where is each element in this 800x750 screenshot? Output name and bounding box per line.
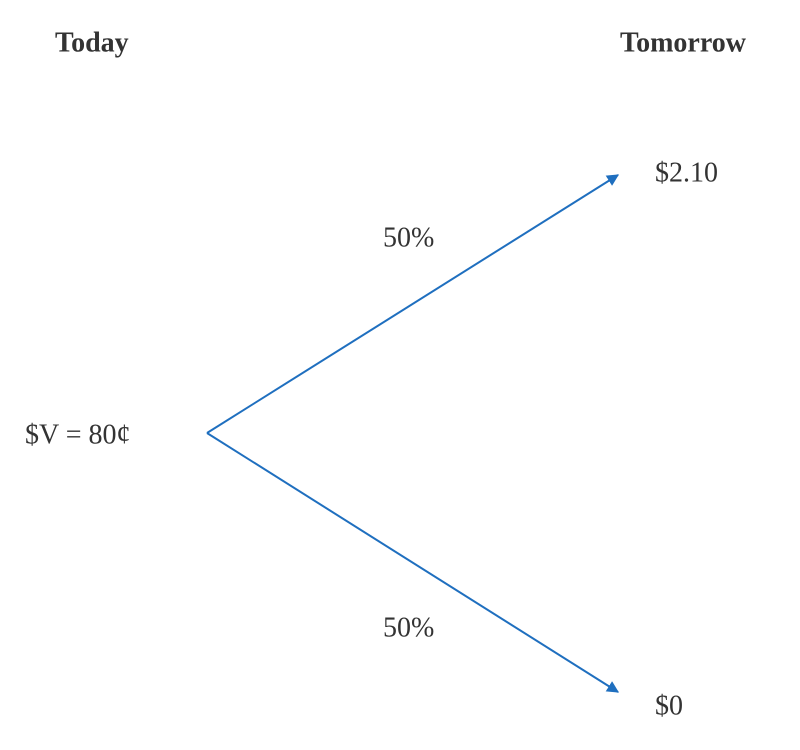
node-today: $V = 80¢ xyxy=(25,419,131,450)
header-today: Today xyxy=(55,27,129,58)
edge-label-up: 50% xyxy=(383,222,434,253)
arrow-down xyxy=(206,432,620,693)
node-down: $0 xyxy=(655,690,683,721)
node-up: $2.10 xyxy=(655,157,718,188)
arrow-up xyxy=(206,174,620,434)
edge-label-down: 50% xyxy=(383,612,434,643)
header-tomorrow: Tomorrow xyxy=(620,27,747,58)
